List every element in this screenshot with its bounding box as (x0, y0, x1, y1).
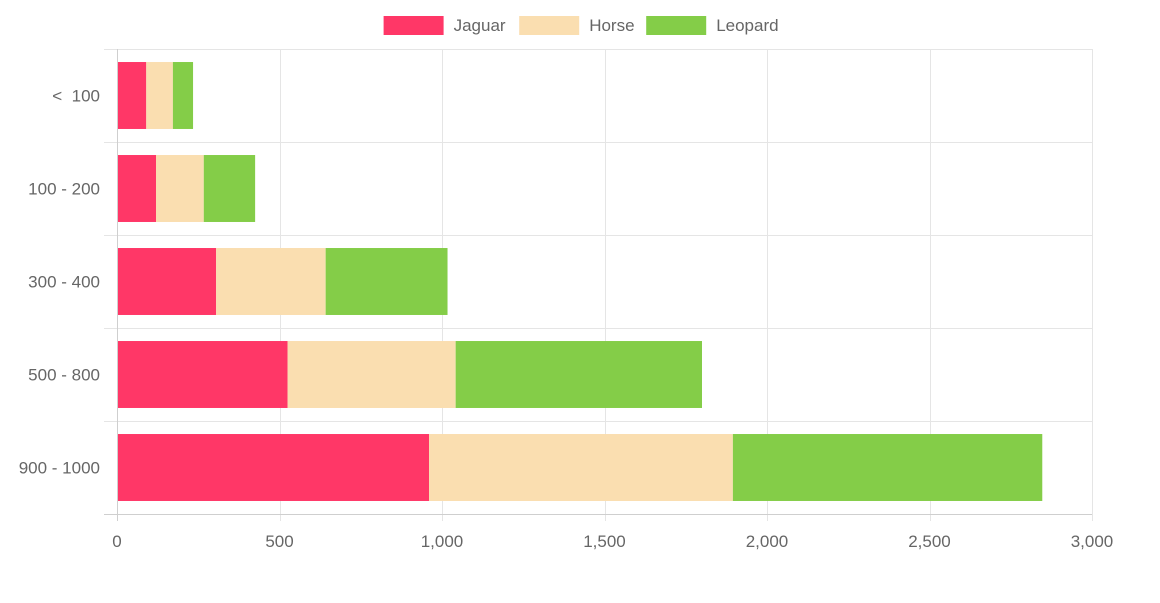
x-tick-label: 2,500 (908, 532, 951, 551)
x-tick-label: 1,000 (421, 532, 464, 551)
x-tick-label: 2,000 (746, 532, 789, 551)
legend-swatch (383, 16, 444, 35)
bar-jaguar-300-400 (117, 248, 217, 315)
bars (117, 62, 1043, 501)
legend-label: Jaguar (454, 16, 506, 35)
bar-horse-900-1000 (429, 434, 733, 501)
bar-jaguar-500-800 (117, 341, 288, 408)
legend-swatch (646, 16, 707, 35)
x-tick-label: 1,500 (583, 532, 626, 551)
x-tick-label: 3,000 (1071, 532, 1114, 551)
bar-jaguar-900-1000 (117, 434, 429, 501)
bar-horse-100 (146, 62, 173, 129)
y-tick-label: 900 - 1000 (19, 459, 100, 478)
grid-lines (104, 49, 1093, 521)
x-tick-label: 0 (112, 532, 121, 551)
bar-jaguar-100-200 (117, 155, 156, 222)
bar-leopard-900-1000 (732, 434, 1043, 501)
bar-leopard-300-400 (325, 248, 448, 315)
legend: Jaguar Horse Leopard (383, 16, 779, 35)
axes (104, 49, 1092, 521)
y-tick-label: 100 - 200 (28, 180, 100, 199)
y-tick-label: 500 - 800 (28, 366, 100, 385)
x-tick-labels: 0 500 1,000 1,500 2,000 2,500 3,000 (112, 532, 1113, 551)
y-tick-label: < 100 (52, 87, 100, 106)
bar-leopard-500-800 (455, 341, 702, 408)
legend-item-leopard[interactable]: Leopard (646, 16, 779, 35)
legend-item-horse[interactable]: Horse (519, 16, 635, 35)
y-tick-labels: < 100 100 - 200 300 - 400 500 - 800 900 - 10… (19, 87, 100, 478)
x-tick-label: 500 (265, 532, 293, 551)
legend-item-jaguar[interactable]: Jaguar (383, 16, 506, 35)
bar-horse-500-800 (287, 341, 456, 408)
legend-swatch (519, 16, 580, 35)
bar-jaguar-100 (117, 62, 147, 129)
bar-leopard-100-200 (203, 155, 256, 222)
y-tick-label: 300 - 400 (28, 273, 100, 292)
legend-label: Horse (589, 16, 634, 35)
bar-horse-300-400 (216, 248, 326, 315)
bar-leopard-100 (172, 62, 194, 129)
legend-label: Leopard (716, 16, 778, 35)
bar-horse-100-200 (156, 155, 204, 222)
